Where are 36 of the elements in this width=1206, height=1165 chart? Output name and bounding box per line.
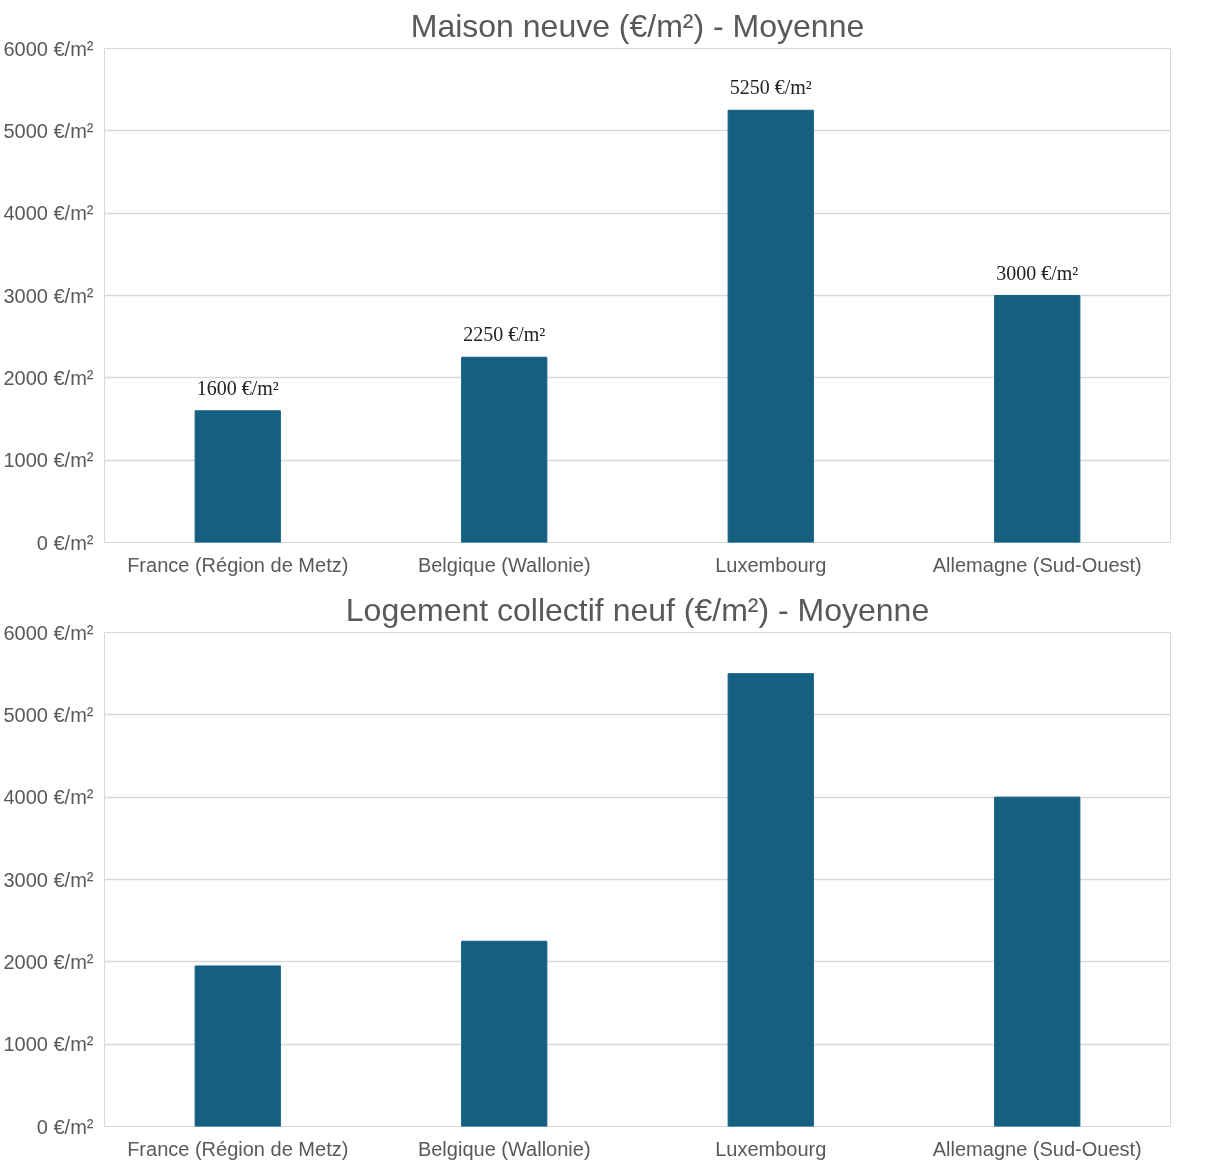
x-tick-label: Belgique (Wallonie) [417,1137,591,1160]
bar [727,109,814,543]
bar [461,356,548,543]
x-tick-label: France (Région de Metz) [127,1137,349,1160]
y-tick-label: 4000 €/m² [3,202,94,225]
y-tick-label: 0 €/m² [36,1115,94,1138]
chart-title: Logement collectif neuf (€/m²) - Moyenne [345,591,930,628]
chart-title: Maison neuve (€/m²) - Moyenne [410,7,865,44]
bar [994,796,1081,1127]
bar [194,965,281,1127]
y-tick-label: 4000 €/m² [3,786,94,809]
x-tick-label: Allemagne (Sud-Ouest) [932,553,1142,576]
x-tick-label: Allemagne (Sud-Ouest) [932,1137,1142,1160]
data-label: 5250 €/m² [729,76,812,99]
y-tick-label: 0 €/m² [36,531,94,554]
y-tick-label: 5000 €/m² [3,703,94,726]
y-tick-label: 3000 €/m² [3,284,94,307]
x-tick-label: Luxembourg [715,553,827,576]
data-label: 1600 €/m² [196,376,279,399]
y-tick-label: 1000 €/m² [3,1033,94,1056]
y-tick-label: 2000 €/m² [3,366,94,389]
y-tick-label: 5000 €/m² [3,119,94,142]
data-label: 2250 €/m² [463,323,546,346]
bar [994,295,1081,543]
bar [461,940,548,1127]
x-tick-label: Luxembourg [715,1137,827,1160]
x-tick-label: Belgique (Wallonie) [417,553,591,576]
y-tick-label: 2000 €/m² [3,950,94,973]
y-tick-label: 1000 €/m² [3,449,94,472]
y-tick-label: 6000 €/m² [3,37,94,60]
bar [727,673,814,1127]
y-tick-label: 3000 €/m² [3,868,94,891]
bar [194,410,281,543]
y-tick-label: 6000 €/m² [3,621,94,644]
data-label: 3000 €/m² [996,261,1079,284]
x-tick-label: France (Région de Metz) [127,553,349,576]
